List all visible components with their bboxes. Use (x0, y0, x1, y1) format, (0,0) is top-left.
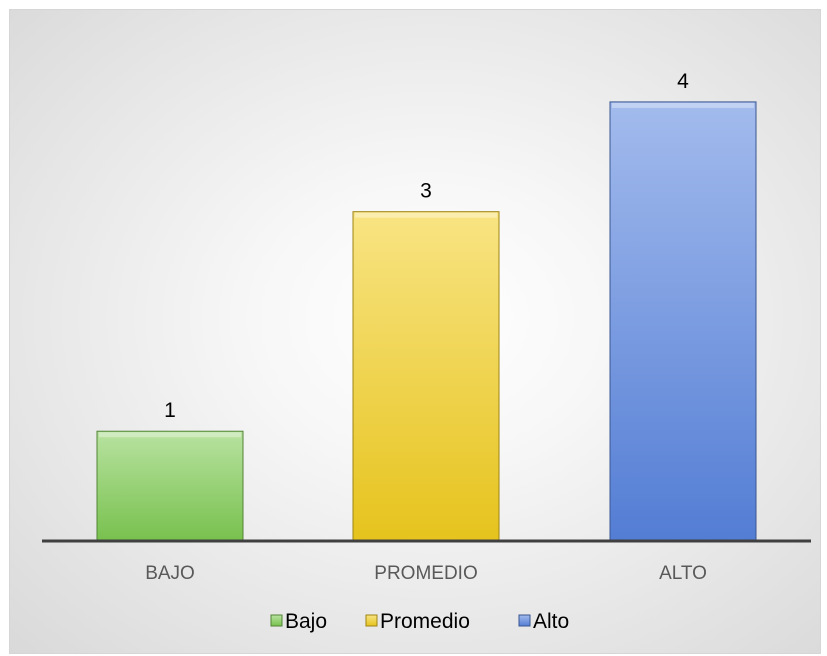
legend-swatch-alto (518, 614, 531, 627)
legend: Bajo Promedio Alto (270, 610, 569, 633)
bar-alto (609, 101, 757, 542)
bar-bevel-promedio (355, 212, 497, 218)
x-tick-label-bajo: BAJO (145, 563, 195, 584)
legend-swatch-bajo (270, 614, 283, 627)
labels-group: 1 BAJO 3 PROMEDIO 4 ALTO (145, 70, 707, 584)
bar-bevel-bajo (99, 432, 241, 438)
data-label-bajo: 1 (164, 399, 176, 422)
bar-bajo (96, 430, 244, 542)
bar-bevel-alto (612, 102, 754, 108)
x-tick-label-alto: ALTO (659, 563, 707, 584)
bars-group (96, 101, 757, 542)
bar-promedio (352, 211, 500, 542)
legend-label-alto: Alto (533, 610, 569, 633)
data-label-alto: 4 (677, 70, 689, 93)
legend-swatch-promedio (365, 614, 378, 627)
data-label-promedio: 3 (420, 180, 432, 203)
x-tick-label-promedio: PROMEDIO (374, 563, 477, 584)
legend-label-promedio: Promedio (380, 610, 470, 633)
legend-label-bajo: Bajo (285, 610, 327, 633)
